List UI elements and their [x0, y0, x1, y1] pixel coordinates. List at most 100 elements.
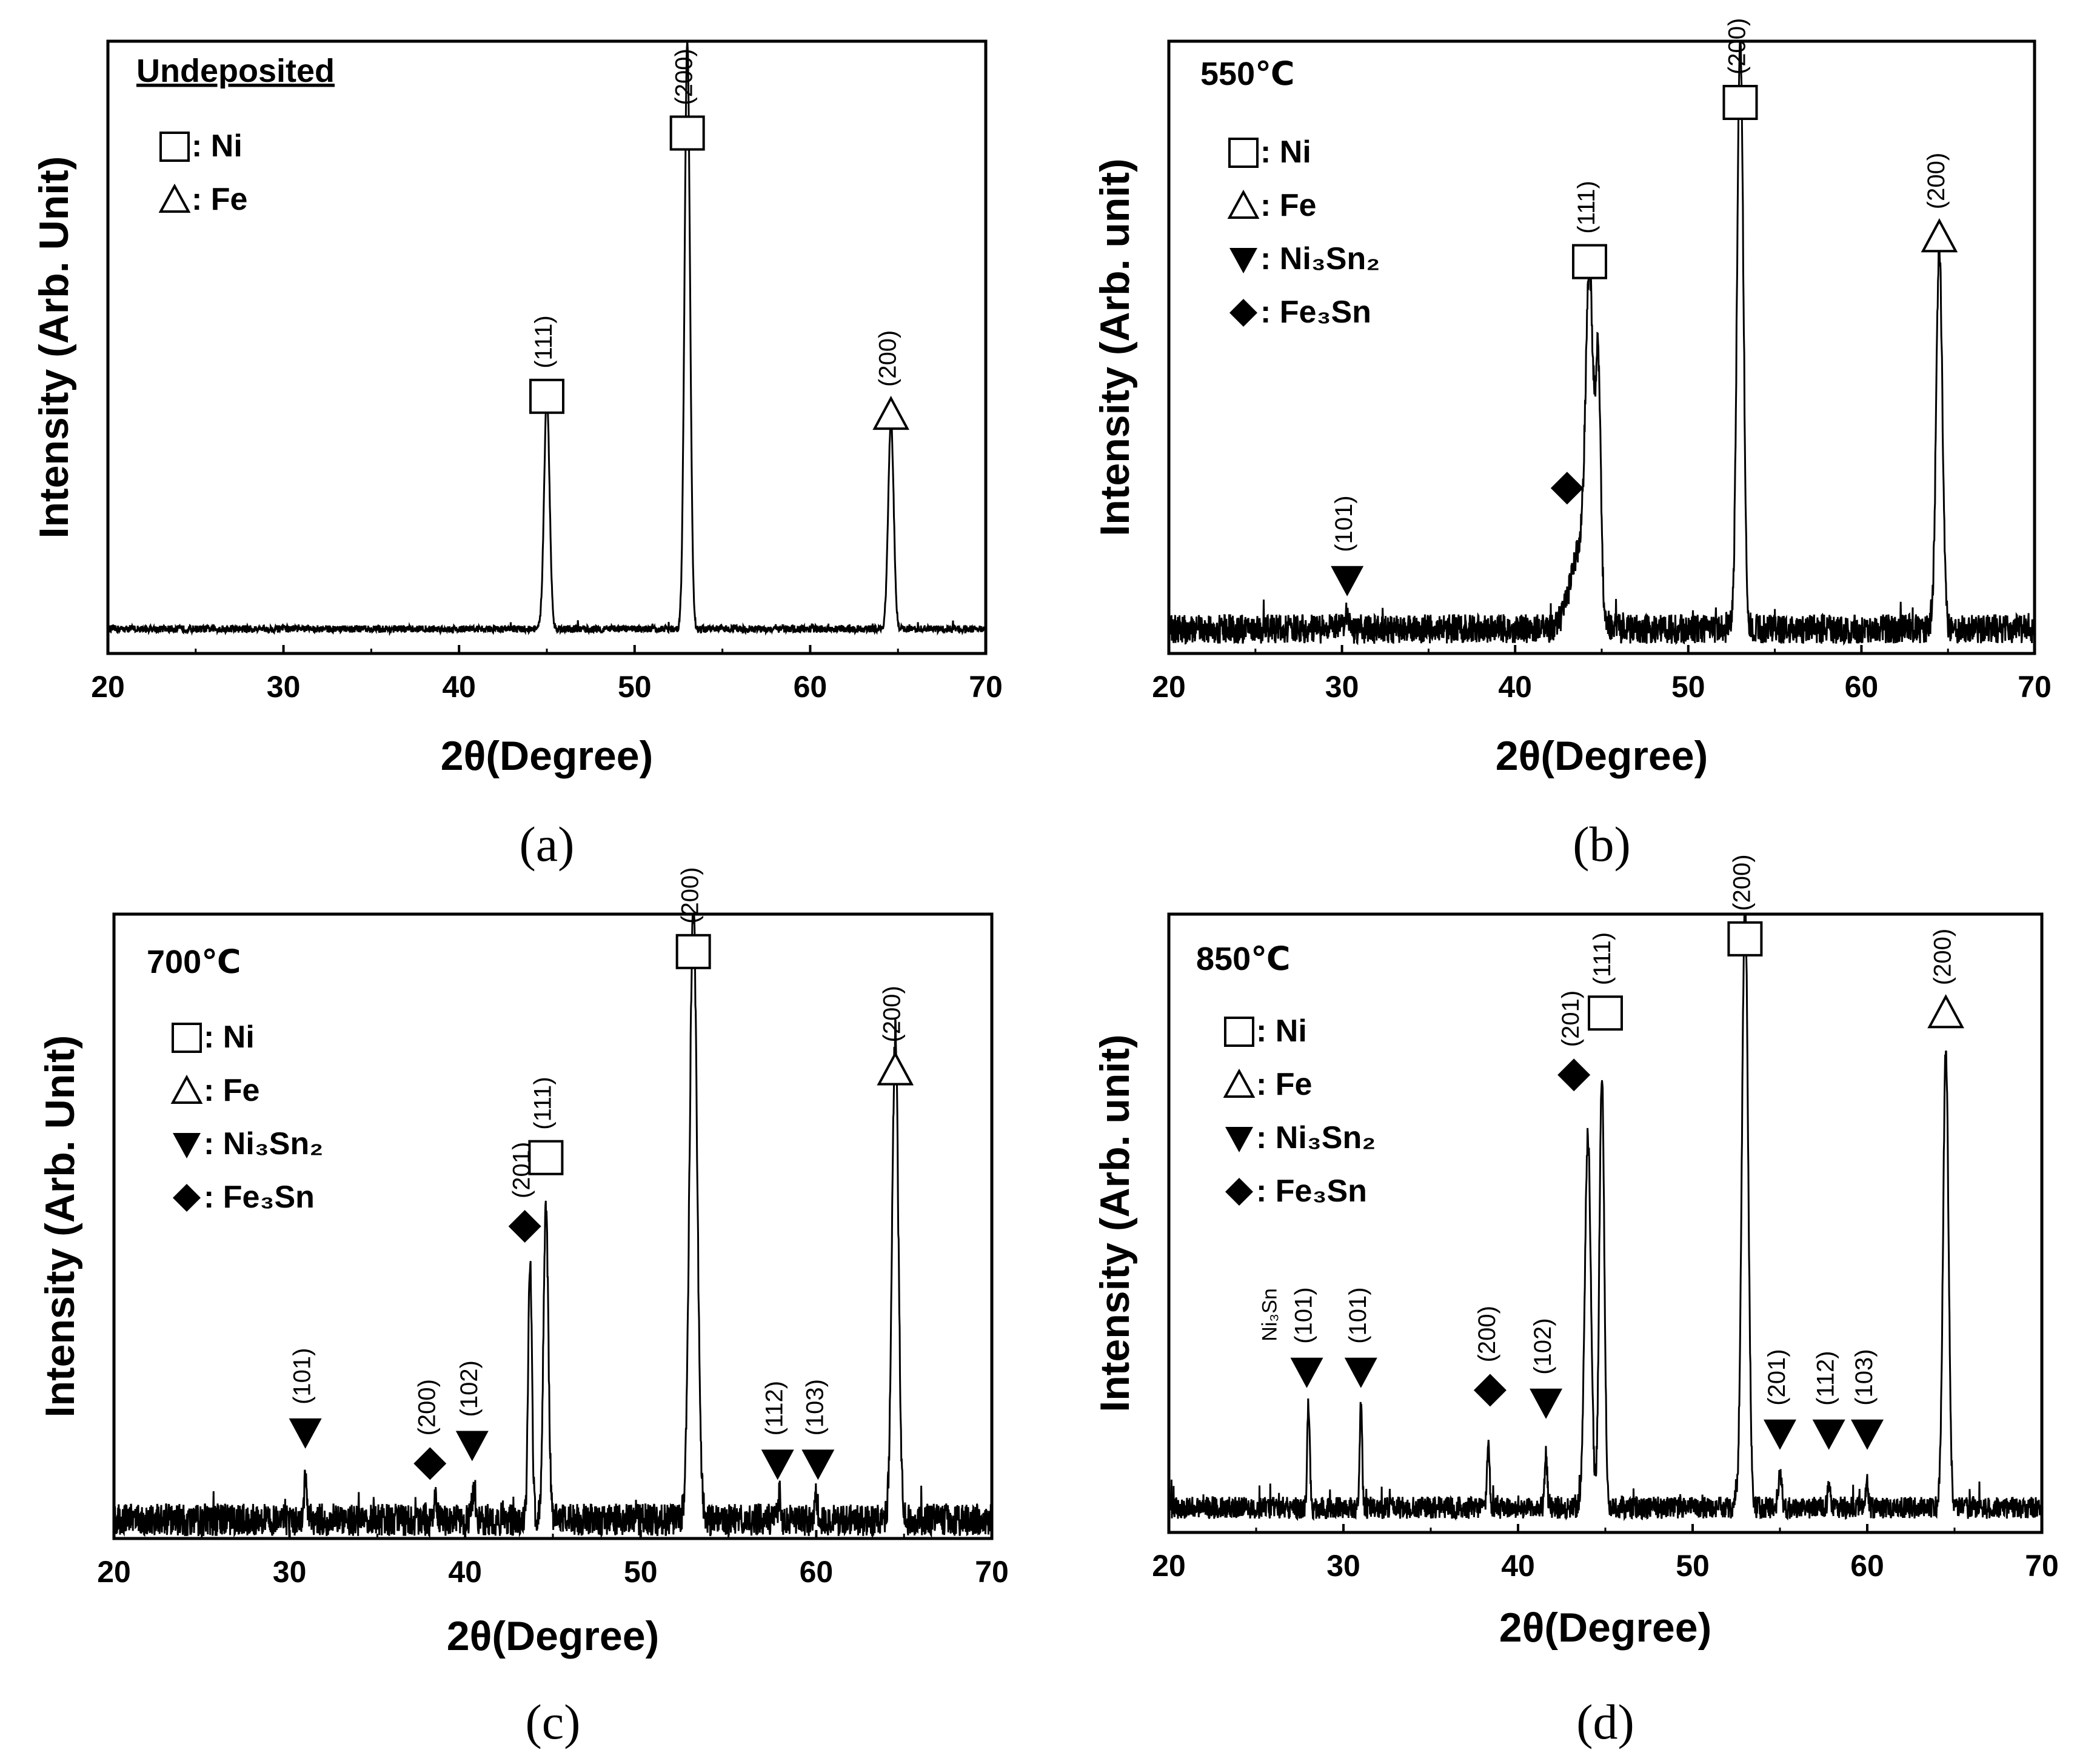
- peak-hkl-label: (111): [530, 315, 557, 368]
- panel-caption: (b): [1573, 817, 1631, 872]
- panel-caption: (a): [519, 817, 574, 872]
- peak-marker-filled-down-triangle: [1290, 1357, 1323, 1388]
- peak-hkl-label: (200): [879, 986, 906, 1042]
- peak-marker-filled-down-triangle: [1331, 566, 1364, 596]
- x-tick-label: 40: [1498, 670, 1532, 704]
- panel-a: 20 30 40 50 60 70 (111) (200) (200) Undeposited…: [31, 39, 1003, 872]
- x-tick-label: 20: [1152, 670, 1186, 704]
- xrd-pattern-line: [1168, 913, 2043, 1522]
- peak-marker-filled-down-triangle: [761, 1449, 794, 1480]
- x-tick-label: 50: [1671, 670, 1705, 704]
- x-tick-label: 30: [267, 670, 301, 704]
- peak-marker-open-triangle: [877, 1051, 914, 1086]
- peak-marker-filled-diamond: [1550, 472, 1584, 505]
- peak-marker-open-square: [529, 378, 564, 414]
- peak-hkl-label: (200): [875, 330, 901, 387]
- x-tick-label: 20: [1152, 1549, 1186, 1583]
- plot-frame: [112, 912, 994, 1540]
- peak-hkl-label: (200): [671, 48, 698, 105]
- peak-marker-filled-down-triangle: [801, 1449, 835, 1480]
- peak-hkl-label: (101): [289, 1348, 316, 1405]
- xrd-pattern-line: [113, 913, 993, 1539]
- legend-label: : Fe: [192, 182, 247, 217]
- x-tick-label: 30: [273, 1555, 307, 1589]
- panel-caption: (d): [1576, 1694, 1634, 1749]
- x-axis-label: 2θ(Degree): [1499, 1605, 1711, 1651]
- legend-label: : Ni₃Sn₂: [204, 1126, 323, 1161]
- x-tick-label: 40: [442, 670, 476, 704]
- legend-label: : Fe₃Sn: [1256, 1174, 1367, 1209]
- peak-marker-open-square: [1727, 921, 1763, 957]
- peak-marker-filled-down-triangle: [1344, 1357, 1377, 1388]
- x-tick-label: 20: [97, 1555, 131, 1589]
- peak-hkl-label: (200): [413, 1379, 440, 1435]
- y-axis-label: Intensity (Arb. unit): [1092, 158, 1138, 536]
- peak-marker-open-square: [675, 934, 711, 969]
- peak-hkl-label: (200): [1724, 18, 1750, 75]
- peak-hkl-label: (101): [1291, 1287, 1317, 1343]
- peak-marker-open-square: [1588, 995, 1623, 1031]
- x-tick-label: 60: [794, 670, 828, 704]
- peak-hkl-label: (111): [529, 1077, 556, 1129]
- condition-label: 700℃: [147, 944, 241, 980]
- peak-marker-open-triangle: [872, 395, 909, 430]
- legend-symbol-open-square: [159, 132, 190, 162]
- legend-symbol-open-square: [172, 1023, 202, 1053]
- x-tick-label: 60: [800, 1555, 834, 1589]
- legend-label: : Ni: [1260, 135, 1311, 170]
- legend: : Ni: Fe: [158, 129, 247, 217]
- peak-marker-filled-down-triangle: [1764, 1419, 1796, 1450]
- x-tick-label: 40: [448, 1555, 482, 1589]
- x-tick-label: 50: [618, 670, 652, 704]
- peak-hkl-label: (111): [1573, 181, 1600, 233]
- x-tick-label: 60: [1845, 670, 1879, 704]
- series: [1168, 40, 2036, 646]
- x-tick-label: 20: [91, 670, 125, 704]
- x-tick-label: 70: [975, 1555, 1009, 1589]
- peak-marker-filled-down-triangle: [1530, 1388, 1563, 1419]
- peak-marker-open-square: [669, 115, 705, 151]
- legend: : Ni: Fe: Ni₃Sn₂: Fe₃Sn: [1223, 1014, 1376, 1209]
- x-axis-label: 2θ(Degree): [447, 1613, 659, 1659]
- peak-hkl-label: (111): [1589, 932, 1616, 985]
- x-ticks: 20 30 40 50 60 70: [91, 645, 1003, 704]
- xrd-pattern-line: [1168, 40, 2036, 646]
- legend-symbol-open-triangle: [1223, 1068, 1256, 1098]
- legend-label: : Fe₃Sn: [1260, 295, 1371, 330]
- peak-marker-filled-diamond: [508, 1210, 541, 1243]
- peak-marker-open-square: [1722, 85, 1758, 120]
- condition-label: 550℃: [1200, 56, 1295, 92]
- peak-marker-open-square: [528, 1140, 564, 1175]
- legend-label: : Fe: [1260, 188, 1316, 223]
- legend-label: : Fe₃Sn: [204, 1180, 315, 1215]
- annotations: (111) (200) (200): [529, 48, 909, 430]
- legend-symbol-filled-diamond: [173, 1184, 201, 1212]
- peak-marker-open-triangle: [1927, 994, 1964, 1029]
- panel-caption: (c): [525, 1694, 580, 1749]
- condition-label: 850℃: [1196, 941, 1291, 977]
- legend-label: : Fe: [204, 1073, 259, 1108]
- legend-symbol-filled-diamond: [1225, 1178, 1253, 1206]
- peak-marker-filled-down-triangle: [455, 1431, 489, 1462]
- peak-hkl-label: (200): [1923, 153, 1950, 209]
- y-axis-label: Intensity (Arb. Unit): [31, 156, 77, 539]
- series: [1168, 913, 2043, 1522]
- legend-symbol-filled-down-triangle: [173, 1133, 201, 1158]
- peak-hkl-label: (101): [1345, 1287, 1371, 1343]
- x-tick-label: 40: [1501, 1549, 1535, 1583]
- legend-symbol-open-triangle: [158, 183, 191, 213]
- peak-hkl-label: (103): [801, 1379, 828, 1435]
- legend-label: : Fe: [1256, 1067, 1312, 1102]
- x-axis-label: 2θ(Degree): [441, 733, 653, 779]
- panel-d: 20 30 40 50 60 70 (101) Ni₃Sn (101) (200) (102) (2…: [1092, 854, 2059, 1749]
- peak-phase-label: Ni₃Sn: [1259, 1288, 1282, 1341]
- legend-label: : Ni: [204, 1020, 255, 1055]
- peak-hkl-label: (200): [1728, 854, 1755, 910]
- annotations: (101) (111) (200) (200): [1331, 18, 1958, 596]
- x-axis-label: 2θ(Degree): [1496, 733, 1708, 779]
- series: [113, 913, 993, 1539]
- peak-hkl-label: (103): [1851, 1349, 1878, 1405]
- x-tick-label: 50: [624, 1555, 658, 1589]
- x-tick-label: 30: [1326, 1549, 1360, 1583]
- x-tick-label: 30: [1325, 670, 1359, 704]
